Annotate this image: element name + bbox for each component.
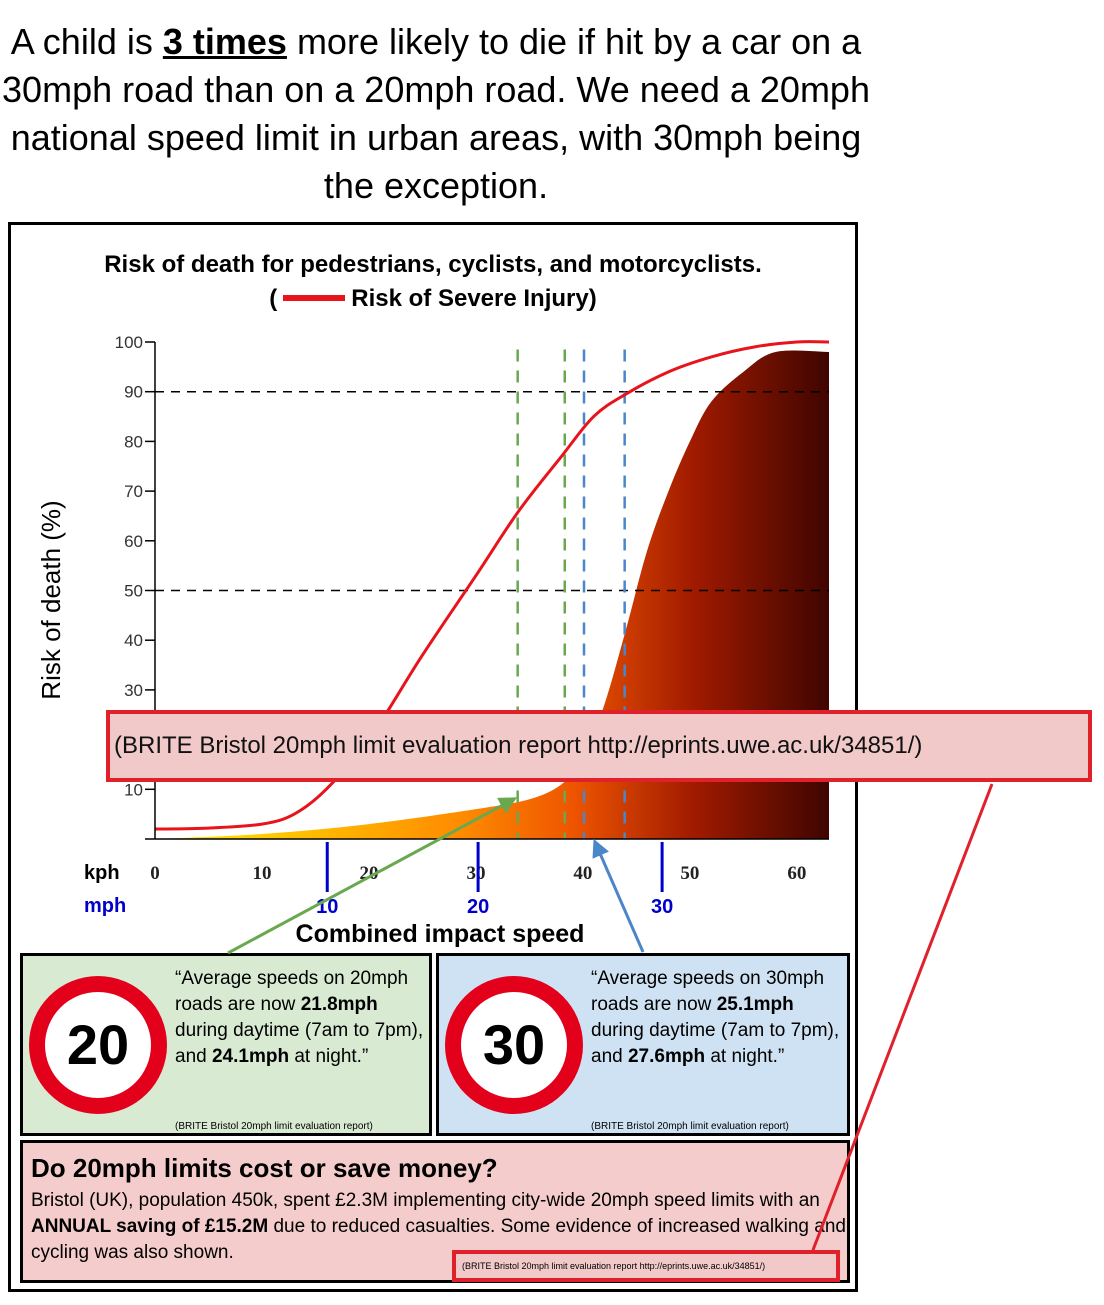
- daytime-speed: 25.1mph: [716, 994, 794, 1015]
- legend-open-paren: (: [269, 285, 278, 312]
- y-tick-label: 10: [124, 780, 143, 799]
- quote-text: at night.”: [289, 1046, 369, 1067]
- severe-injury-line: [154, 340, 830, 831]
- body-text: due to reduced casualties. Some evidence…: [31, 1216, 846, 1263]
- quote-text: “Average speeds on 30mph roads are now: [591, 968, 825, 1015]
- sign-number: 20: [45, 992, 151, 1098]
- mph-tick-label: 30: [651, 896, 673, 918]
- kph-tick-label: 10: [252, 863, 271, 884]
- kph-tick-label: 60: [787, 863, 806, 884]
- night-speed: 27.6mph: [627, 1046, 706, 1067]
- y-tick-label: 40: [124, 631, 143, 650]
- kph-label: kph: [84, 862, 120, 884]
- headline-text-start: A child is: [10, 21, 163, 62]
- sign-number: 30: [461, 992, 567, 1098]
- legend-close-paren: ): [588, 285, 597, 312]
- y-tick-label: 50: [124, 582, 143, 601]
- chart-title: Risk of death for pedestrians, cyclists,…: [104, 251, 762, 278]
- speed-box-30: 30 “Average speeds on 30mph roads are no…: [436, 953, 850, 1136]
- y-tick-label: 70: [124, 482, 143, 501]
- quote-text: at night.”: [705, 1046, 785, 1067]
- kph-tick-label: 50: [680, 863, 699, 884]
- daytime-speed: 21.8mph: [300, 994, 378, 1015]
- green-arrow: [227, 797, 518, 955]
- callout-connector-line: [811, 783, 994, 1251]
- cost-savings-body: Bristol (UK), population 450k, spent £2.…: [31, 1188, 847, 1266]
- cost-savings-heading: Do 20mph limits cost or save money?: [31, 1153, 498, 1183]
- quote-text: during daytime (7am to 7pm), and: [175, 1020, 424, 1067]
- quote-text: during daytime (7am to 7pm), and: [591, 1020, 840, 1067]
- y-tick-label: 30: [124, 681, 143, 700]
- source-note: (BRITE Bristol 20mph limit evaluation re…: [175, 1121, 373, 1132]
- headline-text-end: more likely to die if hit by a car on a …: [2, 21, 870, 206]
- body-text: Bristol (UK), population 450k, spent £2.…: [31, 1190, 820, 1211]
- chart-title-block: Risk of death for pedestrians, cyclists,…: [8, 248, 858, 316]
- quote-20: “Average speeds on 20mph roads are now 2…: [175, 966, 425, 1070]
- kph-tick-label: 40: [573, 863, 592, 884]
- speed-limit-30-sign-icon: 30: [445, 976, 583, 1114]
- y-axis-label: Risk of death (%): [36, 500, 66, 699]
- kph-tick-label: 0: [150, 863, 160, 884]
- mph-label: mph: [84, 895, 126, 917]
- money-source-callout: (BRITE Bristol 20mph limit evaluation re…: [452, 1250, 840, 1282]
- quote-text: “Average speeds on 20mph roads are now: [175, 968, 409, 1015]
- y-tick-label: 60: [124, 532, 143, 551]
- headline-emphasis: 3 times: [162, 21, 287, 62]
- y-tick-label: 80: [124, 432, 143, 451]
- legend-label: Risk of Severe Injury: [351, 285, 589, 312]
- quote-30: “Average speeds on 30mph roads are now 2…: [591, 966, 841, 1070]
- speed-box-20: 20 “Average speeds on 20mph roads are no…: [20, 953, 432, 1136]
- source-callout: (BRITE Bristol 20mph limit evaluation re…: [106, 710, 1092, 782]
- chart-legend: ( Risk of Severe Injury): [8, 282, 858, 316]
- night-speed: 24.1mph: [211, 1046, 290, 1067]
- y-tick-label: 100: [115, 333, 143, 352]
- speed-limit-20-sign-icon: 20: [29, 976, 167, 1114]
- x-axis-label: Combined impact speed: [296, 920, 585, 948]
- kph-tick-label: 30: [466, 863, 485, 884]
- legend-red-line-swatch: [283, 294, 346, 301]
- headline: A child is 3 times more likely to die if…: [0, 18, 872, 210]
- source-note: (BRITE Bristol 20mph limit evaluation re…: [591, 1121, 789, 1132]
- y-tick-label: 90: [124, 383, 143, 402]
- annual-saving: ANNUAL saving of £15.2M: [31, 1216, 269, 1237]
- blue-arrow: [592, 838, 645, 953]
- mph-tick-label: 20: [467, 896, 489, 918]
